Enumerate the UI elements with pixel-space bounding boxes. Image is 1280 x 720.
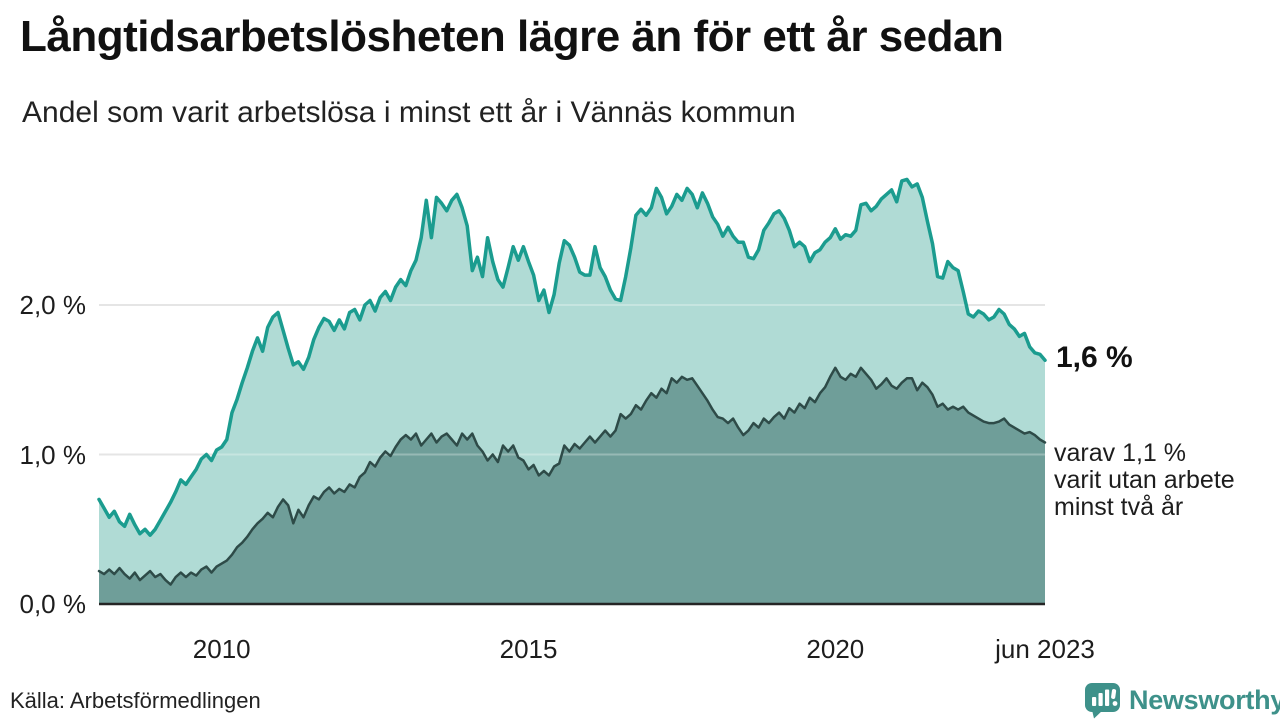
y-tick-label: 0,0 % xyxy=(19,589,87,619)
series-end-value-label: 1,6 % xyxy=(1056,341,1133,374)
page-title: Långtidsarbetslösheten lägre än för ett … xyxy=(20,12,1004,61)
annotation-line-2: varit utan arbete xyxy=(1054,466,1235,494)
x-tick-label: 2010 xyxy=(192,634,251,664)
x-tick-label: 2015 xyxy=(499,634,558,664)
x-tick-label: jun 2023 xyxy=(995,634,1095,664)
annotation-line-1: varav 1,1 % xyxy=(1054,439,1187,467)
newsworthy-logo: Newsworthy xyxy=(1084,682,1280,719)
newsworthy-logo-icon xyxy=(1085,683,1120,719)
newsworthy-logo-text: Newsworthy xyxy=(1129,685,1280,715)
annotation-line-3: minst två år xyxy=(1054,493,1184,521)
y-tick-label: 2,0 % xyxy=(19,290,87,320)
series2-annotation: varav 1,1 % varit utan arbete minst två … xyxy=(1054,440,1274,521)
source-credit: Källa: Arbetsförmedlingen xyxy=(10,688,261,713)
x-tick-label: 2020 xyxy=(806,634,865,664)
y-tick-label: 1,0 % xyxy=(19,439,87,470)
page-subtitle: Andel som varit arbetslösa i minst ett å… xyxy=(22,96,796,129)
